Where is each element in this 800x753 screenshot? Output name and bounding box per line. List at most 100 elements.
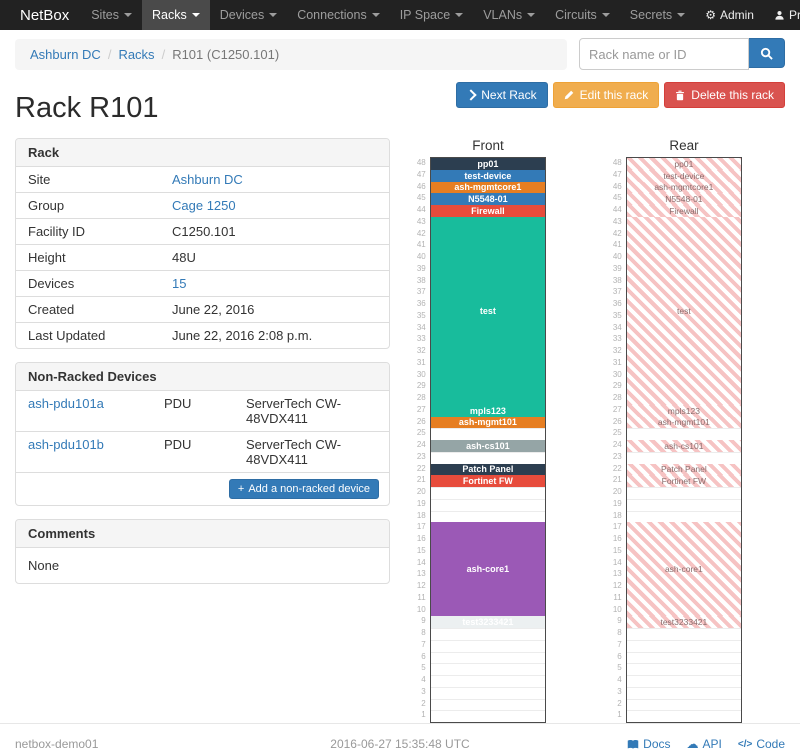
unit-number: 20: [612, 487, 622, 496]
unit-number: 8: [617, 628, 622, 637]
nav-item-connections[interactable]: Connections: [287, 0, 390, 30]
unit-number: 20: [416, 487, 426, 496]
device-n5548-01[interactable]: N5548-01: [430, 193, 545, 205]
nav-item-sites[interactable]: Sites: [81, 0, 142, 30]
device-ash-core1[interactable]: ash-core1: [430, 522, 545, 617]
device-pp01[interactable]: pp01: [430, 158, 545, 170]
nav-item-label: Sites: [91, 8, 119, 22]
device-mpls123[interactable]: mpls123: [626, 404, 741, 417]
breadcrumb-item[interactable]: Ashburn DC: [30, 46, 101, 62]
device-fortinet-fw[interactable]: Fortinet FW: [626, 475, 741, 487]
rack-unit-1: [431, 710, 545, 722]
nav-link-label: Profile: [788, 8, 800, 22]
device-test-device[interactable]: test-device: [626, 169, 741, 182]
pencil-icon: [564, 90, 573, 100]
rack-unit-24: [626, 440, 741, 453]
device-mpls123[interactable]: mpls123: [430, 404, 545, 417]
device-name-link[interactable]: ash-pdu101a: [28, 396, 104, 411]
unit-number: 33: [416, 334, 426, 344]
add-nonracked-device-label: Add a non-racked device: [248, 483, 370, 495]
breadcrumb-item[interactable]: Racks: [118, 46, 155, 62]
unit-number: 22: [612, 463, 622, 473]
code-link[interactable]: </> Code: [738, 737, 785, 751]
attribute-value[interactable]: Ashburn DC: [172, 172, 243, 187]
nonracked-device-row: ash-pdu101b PDU ServerTech CW-48VDX411: [16, 431, 389, 472]
rear-rack-body: pp01 test-device ash-mgmtcore1 N5548-01 Fire…: [625, 157, 742, 723]
device-ash-mgmtcore1[interactable]: ash-mgmtcore1: [430, 181, 545, 194]
unit-number: 14: [416, 557, 426, 567]
chevron-down-icon: [269, 13, 278, 17]
unit-number: 9: [421, 616, 426, 626]
rack-unit-8: [430, 628, 545, 641]
breadcrumb: Ashburn DC / Racks / R101 (C1250.101): [15, 38, 567, 70]
front-unit-numbers: 48 47 46 45 44 43 42 41 40 39 38 37 36 35 34 33 32 31 30 29…: [412, 157, 430, 723]
app-brand[interactable]: NetBox: [20, 6, 70, 24]
device-ash-cs101[interactable]: ash-cs101: [626, 440, 741, 452]
chevron-right-icon: [465, 89, 477, 101]
nav-item-racks[interactable]: Racks: [142, 0, 210, 30]
nav-item-label: VLANs: [483, 8, 523, 22]
unit-number: 31: [416, 357, 426, 367]
front-elevation-title: Front: [472, 138, 504, 153]
user-icon: [775, 10, 784, 20]
device-name-link[interactable]: ash-pdu101b: [28, 437, 104, 452]
nav-item-vlans[interactable]: VLANs: [473, 0, 545, 30]
nav-item-devices[interactable]: Devices: [210, 0, 287, 30]
attribute-value[interactable]: Cage 1250: [172, 198, 236, 213]
nav-item-label: Devices: [219, 8, 265, 22]
breadcrumb-separator: /: [161, 46, 166, 62]
delete-rack-button[interactable]: Delete this rack: [664, 82, 785, 108]
unit-number: 35: [416, 310, 426, 320]
device-patch-panel[interactable]: Patch Panel: [626, 463, 741, 476]
nav-item-circuits[interactable]: Circuits: [545, 0, 620, 30]
nonracked-table: ash-pdu101a PDU ServerTech CW-48VDX411 ash-…: [16, 391, 389, 472]
rear-unit-numbers: 48 47 46 45 44 43 42 41 40 39 38 37 36 35 34 33 32 31 30 29…: [608, 157, 626, 723]
unit-number: 10: [416, 604, 426, 614]
device-ash-mgmtcore1[interactable]: ash-mgmtcore1: [626, 181, 741, 194]
unit-number: 48: [416, 158, 426, 167]
device-firewall[interactable]: Firewall: [430, 205, 545, 217]
nav-item-secrets[interactable]: Secrets: [620, 0, 695, 30]
unit-number: 47: [612, 169, 622, 179]
device-firewall[interactable]: Firewall: [626, 205, 741, 217]
rack-unit-4: [430, 675, 545, 688]
chevron-down-icon: [601, 13, 610, 17]
device-ash-mgmt101[interactable]: ash-mgmt101: [430, 416, 545, 429]
unit-number: 42: [612, 228, 622, 238]
api-link[interactable]: ☁ API: [687, 737, 722, 751]
device-test3233421[interactable]: test3233421: [430, 616, 545, 628]
search-input[interactable]: [579, 38, 749, 70]
device-test[interactable]: test: [430, 216, 545, 405]
device-test[interactable]: test: [626, 216, 741, 405]
unit-number: 21: [416, 475, 426, 485]
device-ash-mgmt101[interactable]: ash-mgmt101: [626, 416, 741, 429]
next-rack-label: Next Rack: [481, 88, 537, 102]
rack-attribute-row: Site Ashburn DC: [16, 167, 389, 192]
unit-number: 36: [612, 299, 622, 308]
device-test3233421[interactable]: test3233421: [626, 616, 741, 628]
device-test-device[interactable]: test-device: [430, 169, 545, 182]
edit-rack-button[interactable]: Edit this rack: [552, 82, 660, 108]
unit-number: 12: [416, 581, 426, 590]
next-rack-button[interactable]: Next Rack: [456, 82, 548, 108]
device-ash-cs101[interactable]: ash-cs101: [430, 440, 545, 452]
device-fortinet-fw[interactable]: Fortinet FW: [430, 475, 545, 487]
attribute-value[interactable]: 15: [172, 276, 187, 291]
docs-link[interactable]: Docs: [627, 737, 671, 751]
profile-link[interactable]: Profile: [764, 0, 800, 30]
device-n5548-01[interactable]: N5548-01: [626, 193, 741, 205]
nav-item-label: Secrets: [629, 8, 673, 22]
device-ash-core1[interactable]: ash-core1: [626, 522, 741, 617]
nav-item-label: Racks: [152, 8, 187, 22]
front-rack: 48 47 46 45 44 43 42 41 40 39 38 37 36 35 34 33 32 31 30 29…: [412, 157, 546, 723]
nav-item-ip-space[interactable]: IP Space: [390, 0, 474, 30]
unit-number: 28: [416, 393, 426, 402]
unit-number: 34: [416, 322, 426, 332]
device-pp01[interactable]: pp01: [626, 158, 741, 170]
rack-attribute-row: Devices 15: [16, 270, 389, 296]
device-patch-panel[interactable]: Patch Panel: [430, 463, 545, 476]
admin-link[interactable]: ⚙ Admin: [695, 0, 764, 30]
search-button[interactable]: [749, 38, 785, 68]
add-nonracked-device-button[interactable]: + Add a non-racked device: [228, 479, 379, 499]
